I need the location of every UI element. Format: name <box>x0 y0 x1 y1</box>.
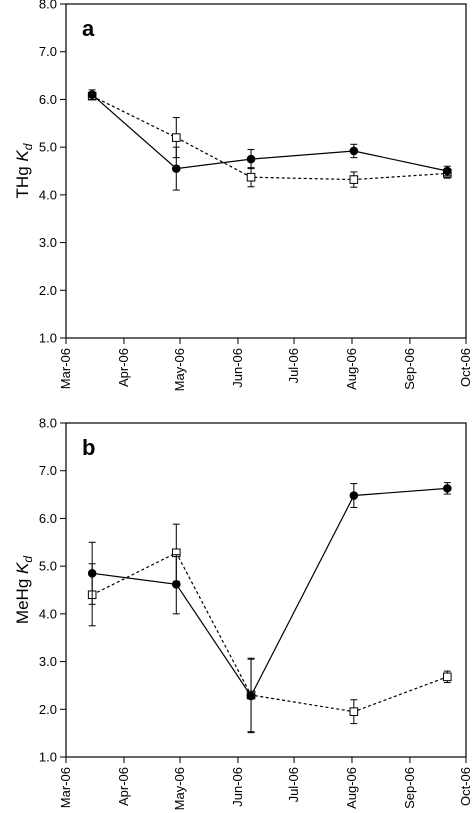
y-axis-label-name: THg <box>13 166 32 198</box>
y-axis-label: THg Kd <box>13 143 35 198</box>
series-line <box>91 95 448 181</box>
y-axis-label: MeHg Kd <box>13 556 35 624</box>
panel-letter: b <box>82 435 95 460</box>
x-tick-label: Apr-06 <box>116 767 131 806</box>
data-point <box>87 569 97 578</box>
y-axis-label-name: MeHg <box>13 579 32 624</box>
data-point <box>171 579 181 589</box>
data-point <box>443 484 452 493</box>
data-point <box>246 691 256 701</box>
series-filled-circle <box>87 482 452 734</box>
y-tick-label: 2.0 <box>39 702 57 717</box>
data-point <box>246 172 256 182</box>
chart-panel-a: 1.0 2.0 3.0 4.0 5.0 6.0 7.0 8.0 Mar-06 Apr-06 May-… <box>13 0 473 391</box>
x-tick-label: Oct-06 <box>458 348 473 387</box>
x-tick-label: Mar-06 <box>58 348 73 389</box>
x-tick-label: Oct-06 <box>458 767 473 806</box>
chart-panel-b: 1.0 2.0 3.0 4.0 5.0 6.0 7.0 8.0 Mar-06 Apr-06 May-… <box>13 416 473 811</box>
data-point <box>349 707 359 716</box>
data-point <box>443 166 452 176</box>
x-tick-label: Mar-06 <box>58 767 73 808</box>
y-tick-label: 7.0 <box>39 44 57 59</box>
x-tick-label: Jun-06 <box>230 348 245 388</box>
data-point <box>171 133 181 142</box>
plot-frame <box>65 3 467 339</box>
y-tick-label: 6.0 <box>39 92 57 107</box>
plot-frame <box>65 422 467 758</box>
data-point <box>349 175 359 184</box>
series-filled-circle <box>87 89 452 191</box>
y-axis-label-subscript: d <box>21 556 35 563</box>
x-tick-label: Aug-06 <box>344 348 359 390</box>
data-point <box>349 491 359 500</box>
y-tick-label: 5.0 <box>39 559 57 574</box>
y-tick-label: 7.0 <box>39 463 57 478</box>
y-tick-label: 4.0 <box>39 606 57 621</box>
x-tick-label: May-06 <box>172 767 187 810</box>
y-tick-label: 6.0 <box>39 511 57 526</box>
x-tick-label: Apr-06 <box>116 348 131 387</box>
y-tick-label: 2.0 <box>39 283 57 298</box>
series-line <box>91 552 448 713</box>
data-point <box>349 146 359 156</box>
data-point <box>443 672 452 682</box>
x-tick-label: Sep-06 <box>402 348 417 390</box>
y-tick-label: 8.0 <box>39 0 57 12</box>
y-axis-label-subscript: d <box>21 143 35 150</box>
y-tick-label: 8.0 <box>39 416 57 431</box>
x-tick-label: Jul-06 <box>286 767 301 802</box>
x-tick-label: May-06 <box>172 348 187 391</box>
panel-letter: a <box>82 16 95 41</box>
series-line <box>92 487 448 698</box>
x-tick-label: Jul-06 <box>286 348 301 383</box>
data-point <box>171 164 181 173</box>
y-tick-label: 3.0 <box>39 235 57 250</box>
data-point <box>87 90 97 99</box>
x-tick-label: Sep-06 <box>402 767 417 809</box>
x-tick-label: Aug-06 <box>344 767 359 809</box>
y-tick-label: 1.0 <box>39 750 57 765</box>
series-open-square <box>87 91 452 188</box>
y-axis-label-k: K <box>13 562 32 574</box>
y-tick-label: 4.0 <box>39 187 57 202</box>
y-axis-label-k: K <box>13 150 32 162</box>
series-line <box>91 94 448 172</box>
y-tick-label: 5.0 <box>39 140 57 155</box>
y-tick-label: 1.0 <box>39 331 57 346</box>
series-open-square <box>87 523 452 733</box>
data-point <box>246 154 256 164</box>
x-tick-label: Jun-06 <box>230 767 245 807</box>
y-tick-label: 3.0 <box>39 654 57 669</box>
